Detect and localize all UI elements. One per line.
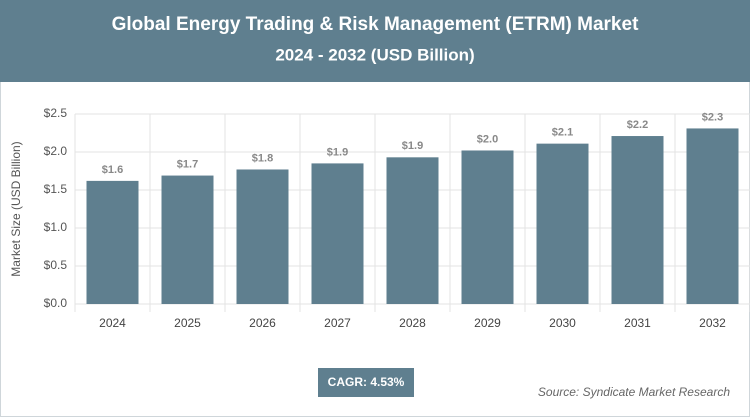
bar	[386, 157, 439, 304]
value-label: $2.2	[627, 119, 648, 131]
x-tick-label: 2026	[249, 316, 276, 330]
bar	[611, 136, 664, 304]
x-tick-label: 2027	[324, 316, 351, 330]
value-label: $2.1	[552, 127, 573, 139]
x-tick-label: 2032	[699, 316, 726, 330]
value-label: $1.7	[177, 158, 198, 170]
header-band	[0, 0, 750, 82]
value-label: $1.9	[402, 140, 423, 152]
bar	[461, 150, 514, 304]
bar	[686, 128, 739, 304]
chart-title: Global Energy Trading & Risk Management …	[112, 14, 639, 35]
value-label: $2.3	[702, 111, 723, 123]
x-tick-label: 2024	[99, 316, 126, 330]
y-tick-label: $2.0	[44, 144, 68, 158]
y-axis-title: Market Size (USD Billion)	[9, 141, 23, 276]
x-tick-label: 2028	[399, 316, 426, 330]
value-label: $1.9	[327, 146, 348, 158]
x-tick-label: 2025	[174, 316, 201, 330]
y-tick-label: $1.5	[44, 182, 68, 196]
bar	[311, 163, 364, 304]
x-tick-label: 2030	[549, 316, 576, 330]
y-tick-label: $2.5	[44, 106, 68, 120]
bar	[86, 180, 139, 304]
bar	[536, 143, 589, 304]
source-note: Source: Syndicate Market Research	[538, 385, 730, 399]
cagr-box	[318, 368, 414, 397]
x-tick-label: 2029	[474, 316, 501, 330]
value-label: $2.0	[477, 133, 498, 145]
cagr-label: CAGR: 4.53%	[328, 375, 405, 389]
x-tick-label: 2031	[624, 316, 651, 330]
value-label: $1.6	[102, 164, 123, 176]
bar	[161, 175, 214, 304]
value-label: $1.8	[252, 152, 273, 164]
chart-subtitle: 2024 - 2032 (USD Billion)	[275, 45, 474, 64]
y-tick-label: $0.5	[44, 258, 68, 272]
bar	[236, 169, 289, 304]
y-tick-label: $0.0	[44, 296, 68, 310]
y-tick-label: $1.0	[44, 220, 68, 234]
